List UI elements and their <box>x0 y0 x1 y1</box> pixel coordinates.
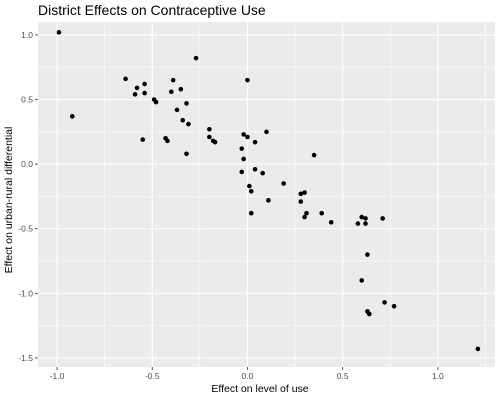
data-point <box>266 198 271 203</box>
y-axis-title: Effect on urban-rural differential <box>3 127 15 274</box>
data-point <box>391 303 397 309</box>
data-point <box>247 183 252 189</box>
data-point <box>193 55 199 61</box>
axis-ticks <box>35 34 439 370</box>
chart-title: District Effects on Contraceptive Use <box>38 2 266 18</box>
x-tick-label: 0.0 <box>242 371 254 381</box>
x-tick-label: 1.0 <box>432 371 444 381</box>
y-tick-label: 0.0 <box>21 159 33 169</box>
data-point <box>365 252 370 257</box>
data-point <box>69 114 75 119</box>
data-point <box>319 210 325 216</box>
data-point <box>56 30 62 35</box>
data-point <box>245 77 250 83</box>
data-point <box>170 77 176 83</box>
data-point <box>359 278 365 283</box>
data-point <box>248 210 254 216</box>
data-point <box>380 216 385 221</box>
data-point <box>355 221 361 226</box>
data-point <box>168 89 174 95</box>
data-point <box>153 99 159 105</box>
data-point <box>180 117 186 123</box>
data-point <box>382 300 387 305</box>
data-point <box>142 81 147 87</box>
data-point <box>281 181 286 186</box>
data-point <box>134 85 140 91</box>
data-point <box>302 190 307 195</box>
data-point <box>367 311 372 317</box>
data-point <box>241 132 246 137</box>
data-point <box>239 146 245 151</box>
data-point <box>304 210 309 216</box>
data-point <box>252 139 258 145</box>
data-point <box>178 86 184 92</box>
data-point <box>212 139 218 145</box>
data-points <box>56 30 481 352</box>
data-point <box>142 90 147 96</box>
data-point <box>184 101 189 106</box>
data-point <box>252 167 258 172</box>
data-point <box>363 216 368 221</box>
data-point <box>132 92 138 97</box>
y-tick-label: -1.0 <box>18 288 33 298</box>
plot-panel <box>38 22 495 367</box>
y-tick-label: 0.5 <box>21 95 33 105</box>
data-point <box>184 151 189 157</box>
data-point <box>207 126 212 132</box>
data-point <box>245 134 250 140</box>
data-point <box>241 156 246 162</box>
data-point <box>298 199 304 204</box>
x-tick-label: -1.0 <box>50 371 65 381</box>
data-point <box>239 169 245 175</box>
data-point <box>140 137 146 142</box>
axis-tick-labels: -1.0 -0.5 0.0 0.5 1.0 -1.5 -1.0 -0.5 0.0 0.5 1.0 <box>18 30 444 381</box>
data-point <box>248 188 254 194</box>
data-point <box>260 170 265 176</box>
data-point <box>186 121 191 127</box>
y-tick-label: -0.5 <box>18 224 33 234</box>
data-point <box>359 214 365 220</box>
data-point <box>264 129 269 135</box>
data-point <box>123 76 128 82</box>
major-gridlines <box>38 22 495 367</box>
data-point <box>475 346 481 352</box>
data-point <box>311 152 317 158</box>
x-tick-label: 0.5 <box>337 371 349 381</box>
data-point <box>174 107 180 113</box>
data-point <box>207 134 212 140</box>
y-tick-label: -1.5 <box>18 353 33 363</box>
data-point <box>328 219 334 225</box>
y-tick-label: 1.0 <box>21 30 33 40</box>
data-point <box>302 214 307 220</box>
data-point <box>165 138 170 144</box>
x-tick-label: -0.5 <box>145 371 160 381</box>
x-axis-title: Effect on level of use <box>211 383 308 395</box>
data-point <box>298 191 304 197</box>
data-point <box>363 221 368 226</box>
